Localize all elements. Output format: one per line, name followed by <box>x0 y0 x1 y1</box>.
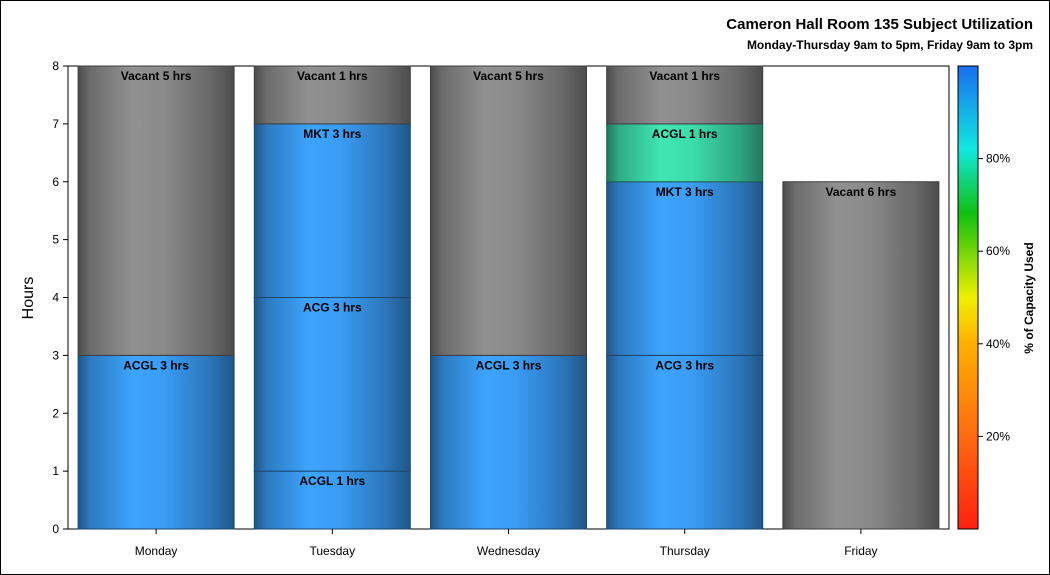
colorbar-tick-label: 60% <box>986 244 1010 258</box>
colorbar-tick-label: 20% <box>986 429 1010 443</box>
bar-segment <box>253 297 411 472</box>
segment-label: ACG 3 hrs <box>655 358 714 372</box>
colorbar-tick-label: 40% <box>986 337 1010 351</box>
y-tick-label: 2 <box>52 406 59 420</box>
bar-segment <box>606 123 764 183</box>
y-tick-label: 8 <box>52 59 59 73</box>
segment-label: Vacant 5 hrs <box>473 69 544 83</box>
segment-label: ACGL 1 hrs <box>299 474 365 488</box>
x-tick-label: Monday <box>135 544 178 558</box>
segment-label: ACG 3 hrs <box>303 301 362 315</box>
colorbar: 20% 40% 60% 80% % of Capacity Used <box>957 65 1036 530</box>
bar-segment <box>253 65 411 125</box>
plot-area: 0 1 2 3 4 5 6 7 8 ACGL 3 hrs Vacant 5 hrs Monday ACG… <box>52 59 950 558</box>
segment-label: ACGL 3 hrs <box>123 358 189 372</box>
segment-label: Vacant 6 hrs <box>826 185 897 199</box>
segment-label: Vacant 5 hrs <box>121 69 192 83</box>
colorbar-label: % of Capacity Used <box>1022 242 1036 353</box>
y-tick-label: 3 <box>52 348 59 362</box>
chart-subtitle: Monday-Thursday 9am to 5pm, Friday 9am t… <box>747 38 1033 52</box>
bar-wednesday: ACGL 3 hrs Vacant 5 hrs <box>430 65 587 530</box>
bar-segment <box>253 470 411 530</box>
y-tick-label: 4 <box>52 291 59 305</box>
segment-label: MKT 3 hrs <box>656 185 714 199</box>
segment-label: ACGL 1 hrs <box>652 127 718 141</box>
bar-segment <box>606 354 764 530</box>
y-tick-label: 7 <box>52 117 59 131</box>
x-tick-label: Friday <box>844 544 877 558</box>
y-tick-label: 0 <box>52 522 59 536</box>
segment-label: MKT 3 hrs <box>303 127 361 141</box>
bar-monday: ACGL 3 hrs Vacant 5 hrs <box>77 65 235 530</box>
segment-label: Vacant 1 hrs <box>649 69 720 83</box>
x-tick-label: Tuesday <box>310 544 356 558</box>
bar-segment <box>782 181 940 530</box>
y-axis-label: Hours <box>20 277 37 320</box>
bar-segment <box>430 65 587 356</box>
bar-segment <box>253 123 411 298</box>
chart-title: Cameron Hall Room 135 Subject Utilizatio… <box>726 16 1033 33</box>
bar-friday: Vacant 6 hrs <box>782 181 940 530</box>
y-tick-label: 1 <box>52 464 59 478</box>
y-tick-label: 6 <box>52 175 59 189</box>
bar-segment <box>606 65 764 125</box>
bar-thursday: ACG 3 hrs MKT 3 hrs ACGL 1 hrs Vacant 1 hrs <box>606 65 764 530</box>
bar-segment <box>77 65 235 356</box>
segment-label: ACGL 3 hrs <box>476 358 542 372</box>
colorbar-gradient <box>957 65 979 530</box>
segment-label: Vacant 1 hrs <box>297 69 368 83</box>
x-tick-label: Thursday <box>660 544 710 558</box>
x-tick-label: Wednesday <box>477 544 540 558</box>
bar-segment <box>606 181 764 356</box>
bar-segment <box>430 354 587 530</box>
bar-segment <box>77 354 235 530</box>
y-tick-label: 5 <box>52 233 59 247</box>
bar-tuesday: ACGL 1 hrs ACG 3 hrs MKT 3 hrs Vacant 1 hrs <box>253 65 411 530</box>
colorbar-tick-label: 80% <box>986 152 1010 166</box>
